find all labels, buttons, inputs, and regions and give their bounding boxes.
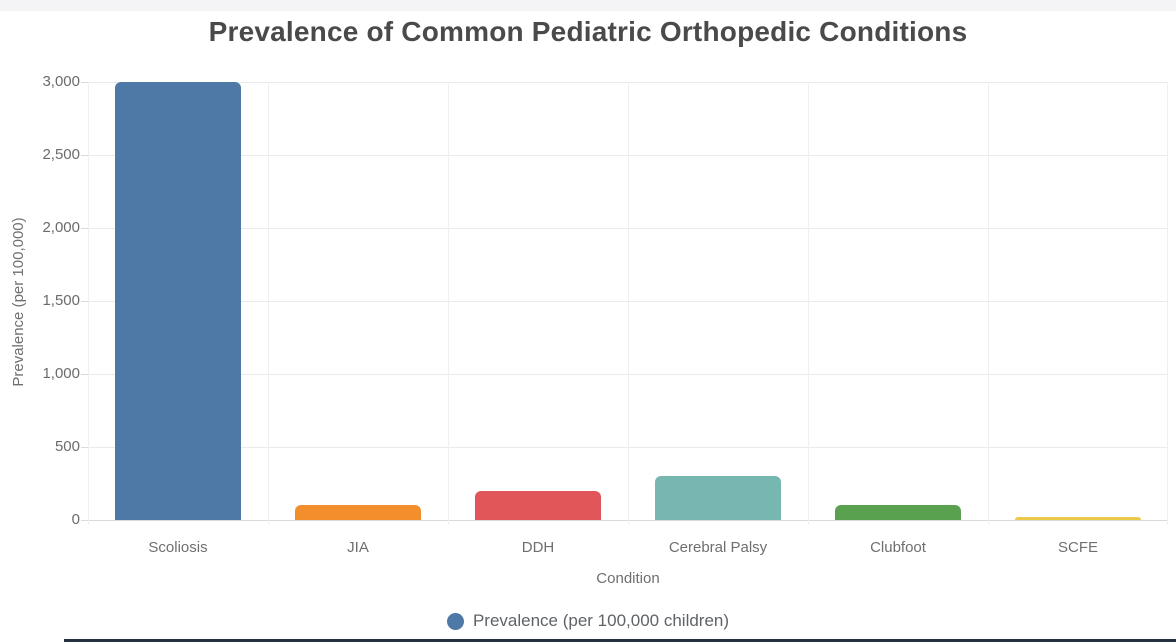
y-tick-mark [81, 301, 88, 302]
chart-title: Prevalence of Common Pediatric Orthopedi… [208, 16, 968, 47]
bar-scoliosis[interactable] [115, 82, 241, 520]
y-tick-label: 1,500 [42, 292, 80, 309]
y-tick-label: 1,000 [42, 365, 80, 382]
gridline-v [988, 82, 989, 525]
y-tick-mark [81, 82, 88, 83]
bar-scfe[interactable] [1015, 517, 1141, 520]
legend-item[interactable]: Prevalence (per 100,000 children) [0, 609, 1176, 633]
legend-label: Prevalence (per 100,000 children) [472, 611, 730, 630]
y-tick-mark [81, 155, 88, 156]
x-axis-title: Condition [596, 570, 660, 587]
y-tick-mark [81, 520, 88, 521]
page-top-strip [0, 0, 1176, 11]
x-tick-label-clubfoot: Clubfoot [870, 539, 926, 556]
gridline-v [448, 82, 449, 525]
x-tick-label-jia: JIA [347, 539, 369, 556]
gridline-v [88, 82, 89, 525]
x-tick-label-cerebral-palsy: Cerebral Palsy [668, 539, 768, 556]
x-tick-label-scfe: SCFE [1057, 539, 1098, 556]
y-tick-mark [81, 447, 88, 448]
y-tick-mark [81, 374, 88, 375]
gridline-v [628, 82, 629, 525]
y-tick-label: 0 [71, 511, 80, 528]
bar-clubfoot[interactable] [835, 505, 961, 520]
gridline-v [268, 82, 269, 525]
legend-marker-icon [446, 612, 464, 630]
bar-cerebral-palsy[interactable] [655, 476, 781, 520]
x-tick-label-scoliosis: Scoliosis [148, 539, 208, 556]
y-tick-label: 2,500 [42, 146, 80, 163]
bottom-edge-strip [64, 639, 1176, 642]
plot-area [88, 82, 1168, 525]
x-tick-label-ddh: DDH [521, 539, 555, 556]
bar-ddh[interactable] [475, 490, 601, 520]
gridline-v [808, 82, 809, 525]
y-tick-mark [81, 228, 88, 229]
y-tick-label: 3,000 [42, 73, 80, 90]
y-tick-label: 500 [54, 438, 80, 455]
y-tick-label: 2,000 [42, 219, 80, 236]
bar-jia[interactable] [295, 505, 421, 520]
gridline-v [1167, 82, 1168, 525]
